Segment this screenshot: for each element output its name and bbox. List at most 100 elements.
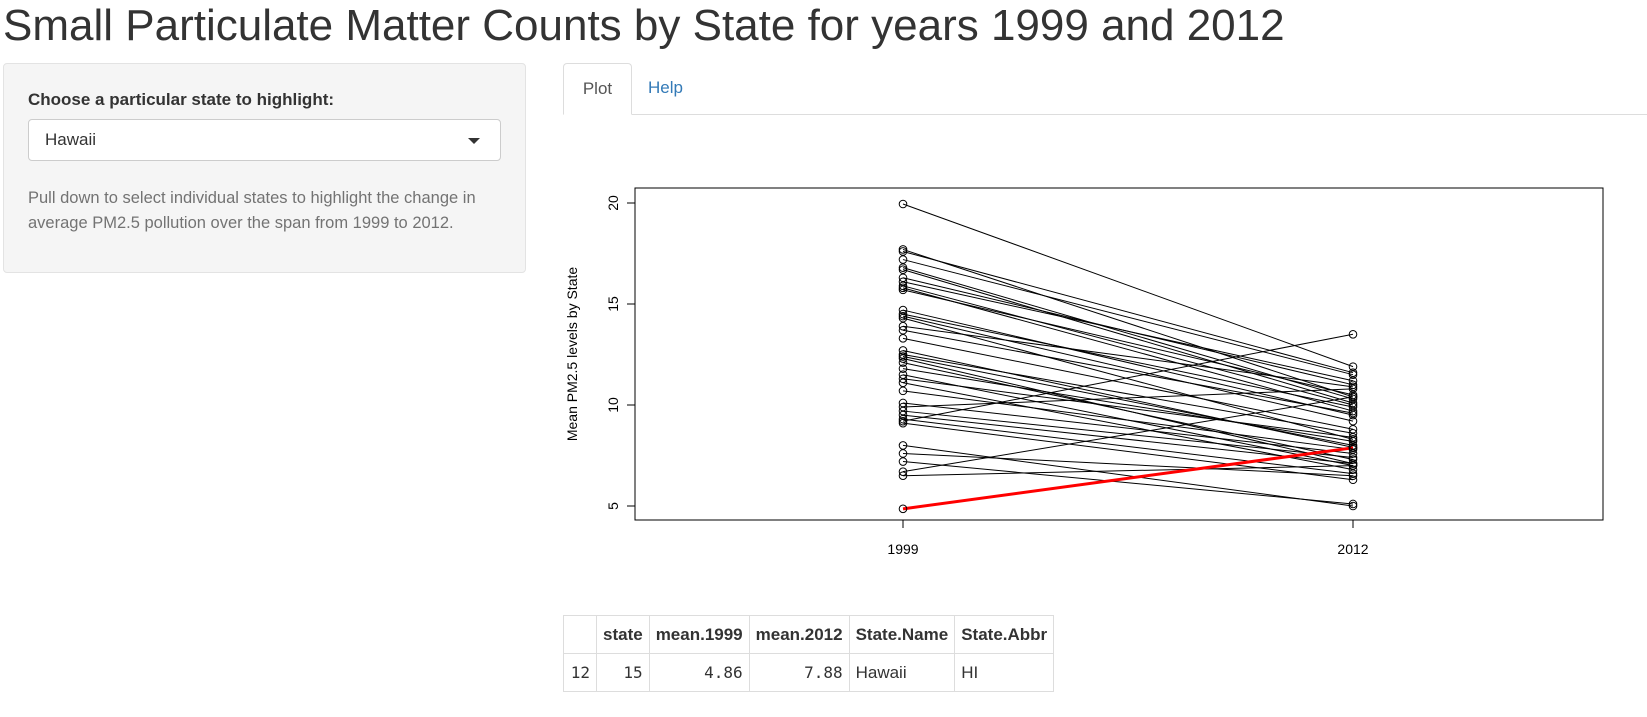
series-line [902,465,1354,477]
data-point [898,457,908,466]
data-point [898,263,908,272]
series-line [902,422,1354,481]
data-point [1348,392,1358,402]
series-line [902,248,1354,398]
series-line [902,354,1354,434]
series-line [902,287,1354,412]
data-point [898,321,908,331]
series-line [902,378,1354,438]
series-line [902,390,1354,450]
y-axis-ticks: 5 10 15 20 [605,195,635,510]
data-point [898,358,908,367]
series-line [902,317,1354,440]
page-title: Small Particulate Matter Counts by State… [3,1,1285,50]
x-tick-label: 2012 [1337,541,1368,557]
y-tick-label: 15 [605,296,621,312]
pm25-slope-chart: 5 10 15 20 1999 2012 Mean PM2.5 levels by St… [564,187,1604,557]
series-line [902,396,1354,473]
state-select-label: Choose a particular state to highlight: [28,90,335,109]
data-point [1348,406,1358,416]
series-line [902,325,1354,388]
data-point [1348,449,1358,458]
data-point [898,199,908,209]
series-line [902,349,1354,448]
series-line [902,281,1354,382]
column-header-rownum [563,615,597,654]
series-line [902,368,1354,442]
plot-frame [634,187,1604,521]
selected-state-table: state mean.1999 mean.2012 State.Name Sta… [563,615,1055,692]
series-line [902,309,1354,416]
sidebar-help-text: Pull down to select individual states to… [28,189,476,232]
column-header-mean-1999: mean.1999 [648,615,750,654]
tab-bar: Plot Help [563,63,1647,115]
data-point [898,504,908,514]
data-point [898,309,908,319]
data-point [1348,330,1358,339]
series-points [898,199,1358,514]
chevron-down-icon[interactable] [468,138,480,144]
data-point [1348,475,1358,485]
data-point [1348,443,1358,453]
series-line [902,444,1354,507]
data-point [1348,455,1358,464]
data-point [1348,408,1358,418]
data-point [898,374,908,384]
x-axis-ticks: 1999 2012 [887,520,1369,557]
highlighted-series-line [902,446,1354,511]
column-header-state: state [596,615,650,654]
y-tick-label: 20 [605,195,621,211]
series-line [902,203,1354,368]
data-point [898,416,908,426]
state-select[interactable]: Hawaii [28,119,501,161]
series-line [902,362,1354,461]
column-header-state-name: State.Name [848,615,956,654]
cell-state: 15 [596,653,650,692]
data-point [1348,465,1358,474]
series-line [902,452,1354,477]
y-axis-label: Mean PM2.5 levels by State [564,267,580,442]
x-tick-label: 1999 [887,541,918,557]
data-point [898,245,908,254]
data-point [898,386,908,396]
y-tick-label: 5 [605,502,621,510]
data-point [898,311,908,321]
table-header-row: state mean.1999 mean.2012 State.Name Sta… [563,615,1055,654]
series-line [902,333,1354,422]
data-point [898,334,908,343]
data-point [898,414,908,424]
sidebar-panel: Choose a particular state to highlight: … [3,63,526,273]
series-line [902,414,1354,465]
data-point [1348,499,1358,509]
data-point [898,281,908,291]
data-point [1348,459,1358,468]
column-header-state-abbr: State.Abbr [954,615,1055,654]
data-point [898,364,908,373]
cell-state-name: Hawaii [848,653,956,692]
data-point [1348,370,1358,379]
data-point [898,418,908,428]
tab-help[interactable]: Help [648,78,683,97]
data-point [898,285,908,295]
data-point [1348,461,1358,470]
cell-rownum: 12 [563,653,597,692]
data-point [898,352,908,361]
data-point [1348,402,1358,412]
series-lines [902,203,1354,511]
data-point [1348,380,1358,390]
series-line [902,289,1354,396]
data-point [1348,433,1358,442]
series-line [902,285,1354,406]
data-point [898,354,908,363]
data-point [1348,471,1358,481]
series-line [902,250,1354,374]
data-point [898,283,908,293]
series-line [902,337,1354,430]
tab-plot[interactable]: Plot [563,63,632,115]
cell-mean-1999: 4.86 [648,653,750,692]
column-header-mean-2012: mean.2012 [748,615,850,654]
series-line [902,269,1354,404]
series-line [902,313,1354,408]
series-line [902,356,1354,446]
table-row: 12 15 4.86 7.88 Hawaii HI [563,653,1055,692]
